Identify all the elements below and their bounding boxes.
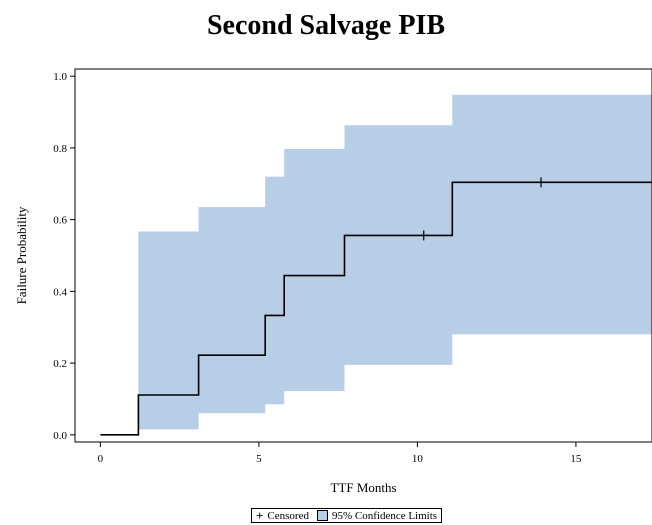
y-tick-label: 0.0 xyxy=(53,430,67,442)
y-tick-label: 1.0 xyxy=(53,71,67,83)
x-axis-label: TTF Months xyxy=(330,480,396,495)
legend: + Censored 95% Confidence Limits xyxy=(251,508,443,523)
step-line-layer xyxy=(100,181,652,436)
censored-markers-layer xyxy=(419,177,546,241)
censored-marker xyxy=(537,177,546,188)
failure-step-line xyxy=(100,181,652,436)
legend-label-confidence: 95% Confidence Limits xyxy=(331,509,438,522)
square-swatch-icon xyxy=(316,510,328,521)
legend-item-confidence: 95% Confidence Limits xyxy=(316,509,438,522)
confidence-band-layer xyxy=(138,94,652,430)
y-tick-label: 0.6 xyxy=(53,215,67,227)
x-tick-label: 10 xyxy=(412,453,424,465)
y-tick-label: 0.8 xyxy=(53,143,67,155)
y-tick-label: 0.2 xyxy=(53,358,67,370)
plot-frame xyxy=(74,68,652,443)
x-tick-label: 15 xyxy=(570,453,582,465)
x-tick-label: 0 xyxy=(98,453,104,465)
legend-label-censored: Censored xyxy=(267,509,309,522)
y-tick-label: 0.4 xyxy=(53,286,67,298)
plus-icon: + xyxy=(256,508,264,523)
legend-item-censored: + Censored xyxy=(256,509,309,522)
y-axis-label: Failure Probability xyxy=(14,206,29,304)
x-tick-label: 5 xyxy=(256,453,262,465)
censored-marker xyxy=(419,230,428,241)
confidence-band xyxy=(138,94,652,430)
chart-title: Second Salvage PIB xyxy=(206,10,446,41)
axes-layer: 0.0 0.2 0.4 0.6 0.8 1.0 0 5 10 15 xyxy=(53,68,652,465)
